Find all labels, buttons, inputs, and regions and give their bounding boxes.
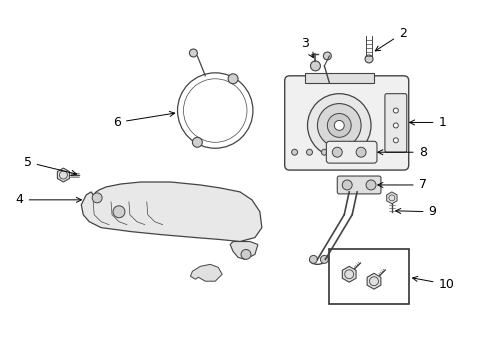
Circle shape [342, 180, 352, 190]
Circle shape [311, 61, 320, 71]
Text: 8: 8 [378, 146, 427, 159]
Circle shape [393, 108, 398, 113]
Circle shape [323, 52, 331, 60]
Polygon shape [57, 168, 70, 182]
Text: 6: 6 [113, 112, 175, 129]
Polygon shape [387, 192, 397, 204]
Circle shape [334, 121, 344, 130]
Polygon shape [230, 242, 258, 260]
Polygon shape [191, 264, 222, 281]
FancyBboxPatch shape [337, 176, 381, 194]
Circle shape [318, 104, 361, 147]
Circle shape [393, 123, 398, 128]
Circle shape [366, 180, 376, 190]
Circle shape [193, 137, 202, 147]
Circle shape [308, 94, 371, 157]
Polygon shape [343, 266, 356, 282]
Circle shape [356, 147, 366, 157]
Text: 2: 2 [375, 27, 407, 51]
Circle shape [393, 138, 398, 143]
Bar [305, 73, 374, 83]
Circle shape [113, 206, 125, 218]
Text: 9: 9 [396, 205, 437, 218]
Bar [329, 249, 409, 304]
FancyBboxPatch shape [385, 94, 407, 152]
Text: 7: 7 [378, 179, 427, 192]
Polygon shape [81, 182, 262, 242]
Text: 5: 5 [24, 156, 76, 175]
Text: 1: 1 [410, 116, 446, 129]
Circle shape [310, 255, 318, 264]
Circle shape [92, 193, 102, 203]
Circle shape [332, 147, 342, 157]
Text: 10: 10 [413, 276, 454, 291]
Circle shape [321, 149, 327, 155]
Circle shape [307, 149, 313, 155]
Polygon shape [367, 273, 381, 289]
FancyBboxPatch shape [285, 76, 409, 170]
Circle shape [292, 149, 297, 155]
Circle shape [241, 249, 251, 260]
Text: 3: 3 [300, 37, 314, 58]
Circle shape [228, 74, 238, 84]
Text: 4: 4 [16, 193, 81, 206]
Circle shape [190, 49, 197, 57]
Circle shape [320, 255, 328, 264]
Circle shape [327, 113, 351, 137]
Circle shape [365, 55, 373, 63]
FancyBboxPatch shape [326, 141, 377, 163]
